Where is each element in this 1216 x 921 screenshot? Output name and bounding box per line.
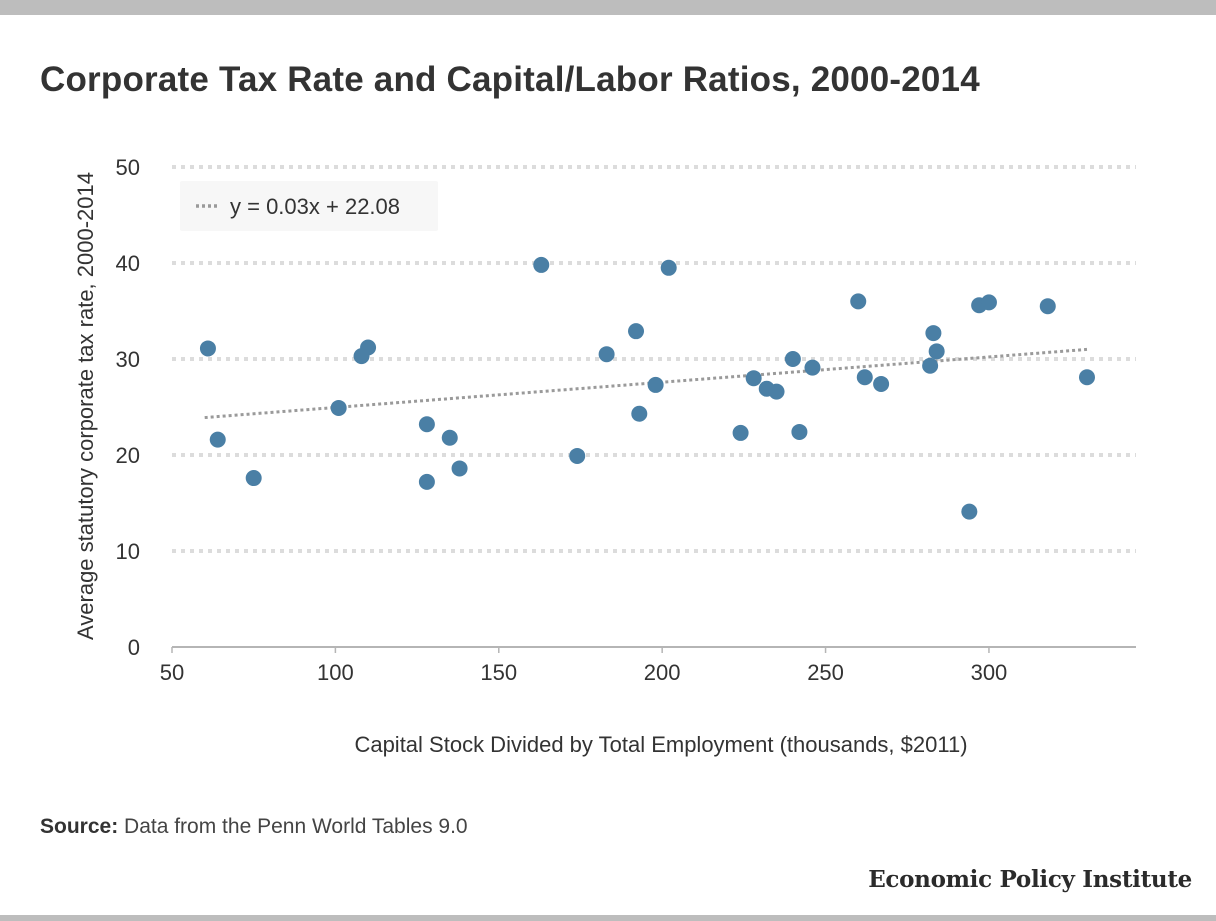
data-point-13 <box>628 323 645 340</box>
data-point-32 <box>980 294 997 311</box>
data-point-12 <box>598 346 615 363</box>
data-point-17 <box>732 424 749 441</box>
y-tick-label-2: 20 <box>116 443 140 468</box>
data-point-29 <box>928 343 945 360</box>
x-axis-title: Capital Stock Divided by Total Employmen… <box>354 732 967 757</box>
y-tick-label-4: 40 <box>116 251 140 276</box>
data-point-20 <box>768 383 785 400</box>
data-point-27 <box>922 357 939 374</box>
data-point-21 <box>784 351 801 367</box>
data-point-30 <box>961 503 978 520</box>
scatter-plot: 0 10 20 30 40 50 50 100 150 200 250 300 Capital Stoc… <box>73 155 1136 757</box>
data-point-5 <box>360 339 377 356</box>
source-note: Source: Data from the Penn World Tables … <box>40 815 468 839</box>
data-point-23 <box>804 359 821 376</box>
bottom-border-bar <box>0 915 1216 921</box>
legend-label: y = 0.03x + 22.08 <box>230 194 400 219</box>
data-point-28 <box>925 325 942 342</box>
data-point-10 <box>533 256 550 273</box>
data-point-33 <box>1039 298 1056 315</box>
data-point-25 <box>856 369 873 386</box>
data-point-24 <box>850 293 867 310</box>
data-point-26 <box>873 375 890 392</box>
data-point-0 <box>199 340 216 357</box>
chart-title: Corporate Tax Rate and Capital/Labor Rat… <box>40 60 980 99</box>
data-point-18 <box>745 370 762 387</box>
source-label: Source: <box>40 815 119 838</box>
data-point-34 <box>1078 369 1095 386</box>
data-point-7 <box>418 473 435 490</box>
data-point-11 <box>569 447 586 464</box>
data-point-1 <box>209 431 226 448</box>
data-point-8 <box>441 429 458 446</box>
y-tick-label-1: 10 <box>116 539 140 564</box>
top-border-bar <box>0 0 1216 15</box>
data-point-9 <box>451 460 468 477</box>
data-point-2 <box>245 470 262 487</box>
y-tick-label-5: 50 <box>116 155 140 180</box>
data-point-16 <box>660 259 677 276</box>
y-tick-label-0: 0 <box>128 635 140 660</box>
data-point-3 <box>330 399 347 416</box>
data-point-14 <box>631 405 648 422</box>
data-point-22 <box>791 423 808 440</box>
x-tick-label-5: 300 <box>971 660 1008 685</box>
y-tick-label-3: 30 <box>116 347 140 372</box>
x-tick-label-0: 50 <box>160 660 184 685</box>
data-point-6 <box>418 416 435 433</box>
x-tick-label-1: 100 <box>317 660 354 685</box>
x-tick-label-2: 150 <box>480 660 517 685</box>
x-tick-label-3: 200 <box>644 660 681 685</box>
x-tick-label-4: 250 <box>807 660 844 685</box>
data-point-15 <box>647 376 664 393</box>
legend-box <box>180 181 438 231</box>
source-text: Data from the Penn World Tables 9.0 <box>124 815 468 838</box>
brand-logo-text: Economic Policy Institute <box>868 866 1192 893</box>
y-axis-title: Average statutory corporate tax rate, 20… <box>73 172 98 640</box>
